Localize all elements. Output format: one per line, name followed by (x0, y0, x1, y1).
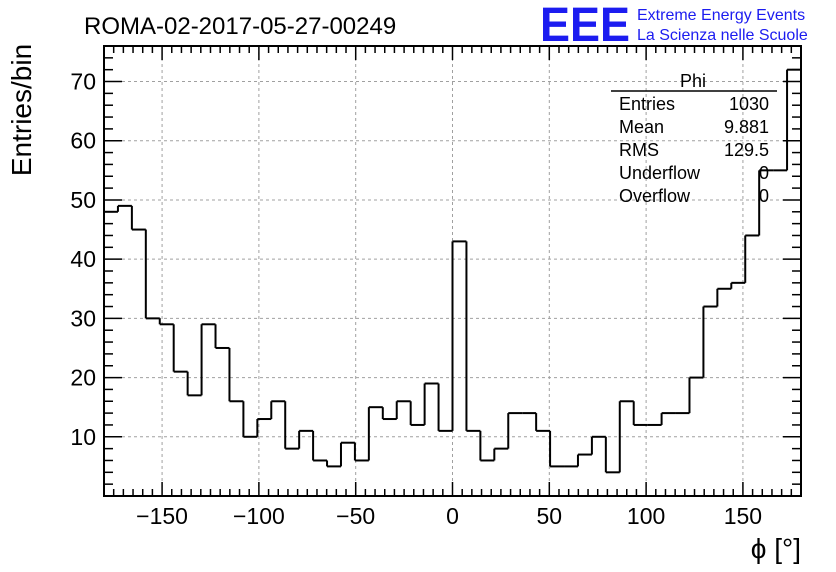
y-tick-label: 10 (70, 424, 96, 450)
y-tick-label: 60 (70, 128, 96, 154)
y-tick-label: 20 (70, 365, 96, 391)
stats-row-value: 0 (759, 186, 769, 206)
stats-row-value: 0 (759, 163, 769, 183)
stats-row-label: Entries (619, 94, 675, 114)
y-tick-label: 40 (70, 246, 96, 272)
stats-row-value: 1030 (729, 94, 769, 114)
axis-tick-labels: −150 −100 −50 0 50 100 150 10 20 30 40 50 60 70 (70, 69, 762, 529)
run-title: ROMA-02-2017-05-27-00249 (84, 13, 396, 40)
y-tick-label: 30 (70, 305, 96, 331)
stats-row-label: Overflow (619, 186, 691, 206)
stats-rows: Entries 1030 Mean 9.881 RMS 129.5 Underflow 0 Ov… (619, 94, 769, 206)
y-tick-label: 50 (70, 187, 96, 213)
x-tick-label: −50 (336, 503, 375, 529)
stats-row-value: 9.881 (724, 117, 769, 137)
axis-ticks (104, 45, 801, 496)
stats-box: Phi Entries 1030 Mean 9.881 RMS 129.5 Underflo… (611, 71, 777, 206)
x-tick-label: −150 (136, 503, 188, 529)
y-axis-label: Entries/bin (6, 44, 37, 176)
stats-row-label: RMS (619, 140, 659, 160)
x-tick-label: 150 (724, 503, 762, 529)
eee-logo: EEE (540, 0, 630, 52)
x-tick-label: 100 (627, 503, 665, 529)
stats-row-label: Underflow (619, 163, 701, 183)
x-tick-label: 0 (446, 503, 459, 529)
x-tick-label: −100 (233, 503, 285, 529)
x-axis-label: ϕ [°] (751, 533, 801, 564)
y-tick-label: 70 (70, 69, 96, 95)
stats-row-label: Mean (619, 117, 664, 137)
logo-subtitle-line2: La Scienza nelle Scuole (637, 27, 808, 44)
stats-title: Phi (680, 71, 706, 91)
stats-row-value: 129.5 (724, 140, 769, 160)
logo-subtitle-line1: Extreme Energy Events (637, 7, 805, 24)
x-tick-label: 50 (537, 503, 563, 529)
